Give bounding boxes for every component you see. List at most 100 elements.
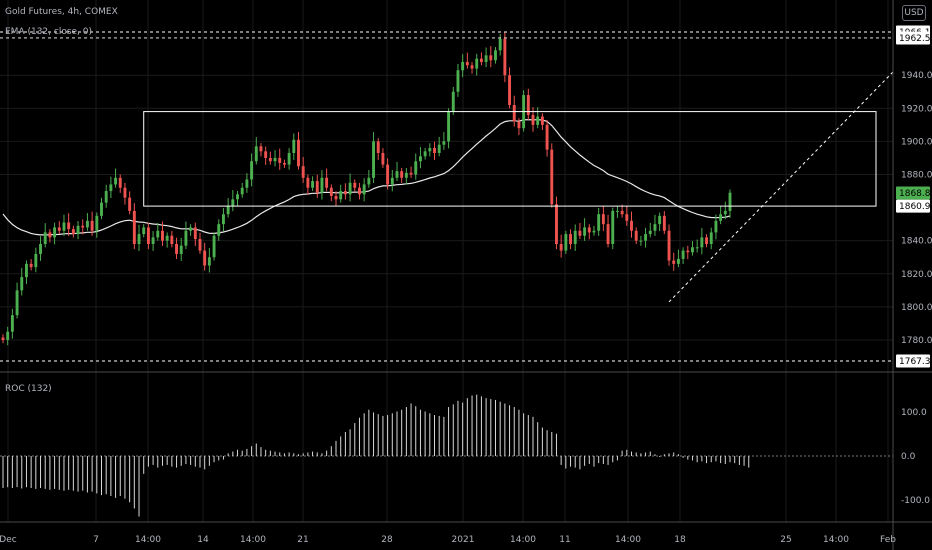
candle-body	[536, 116, 540, 125]
candle-body	[179, 245, 183, 254]
price-tag-box	[896, 354, 930, 368]
candle-body	[57, 227, 61, 231]
candle-body	[43, 232, 47, 244]
time-tick-label: 11	[559, 535, 570, 545]
candle-body	[550, 149, 554, 205]
candle-body	[372, 141, 375, 178]
price-tick-label: 1820.0	[901, 270, 932, 280]
time-tick-label: Dec	[0, 535, 17, 545]
candle-body	[587, 227, 591, 233]
candle-body	[325, 177, 329, 188]
candle-body	[226, 205, 230, 215]
candle-body	[676, 258, 680, 264]
candle-body	[85, 220, 89, 228]
candle-body	[526, 95, 530, 115]
currency-button[interactable]: USD	[902, 5, 926, 21]
candle-body	[470, 65, 474, 69]
candle-body	[630, 220, 633, 231]
price-tick-label: 1940.0	[901, 71, 932, 81]
candle-body	[95, 215, 99, 231]
candle-body	[62, 222, 66, 231]
candle-body	[221, 214, 225, 225]
ema-line	[2, 118, 731, 236]
candle-body	[400, 171, 404, 178]
candle-body	[512, 104, 516, 122]
candle-body	[6, 331, 10, 340]
time-tick-label: 14:00	[615, 535, 641, 545]
time-tick-label: 25	[780, 535, 791, 545]
candle-body	[479, 58, 483, 62]
candle-body	[461, 61, 465, 71]
candle-body	[20, 277, 24, 291]
candle-body	[615, 210, 619, 212]
candle-body	[578, 230, 582, 236]
candle-body	[592, 230, 596, 233]
price-tag-label: 1767.3	[899, 357, 931, 367]
candle-body	[132, 210, 136, 244]
candle-body	[451, 91, 455, 112]
candle-body	[723, 210, 727, 215]
symbol-title: Gold Futures, 4h, COMEX	[5, 7, 118, 17]
roc-tick-label: 100.0	[901, 408, 927, 418]
candle-body	[287, 152, 291, 165]
time-tick-label: 14	[197, 535, 209, 545]
candle-body	[555, 204, 558, 244]
candle-body	[212, 235, 216, 258]
candle-body	[714, 220, 718, 233]
candle-body	[90, 220, 94, 231]
candle-body	[681, 250, 685, 259]
candle-body	[109, 184, 113, 192]
candle-body	[273, 157, 277, 162]
roc-tick-label: -100.0	[901, 496, 930, 506]
candle-body	[268, 157, 272, 162]
candle-body	[165, 235, 169, 241]
candle-body	[217, 224, 221, 236]
price-tag-label: 1860.9	[899, 202, 931, 212]
candle-body	[198, 239, 202, 251]
time-tick-label: 14:00	[135, 535, 161, 545]
candle-body	[705, 237, 709, 244]
candle-body	[658, 215, 662, 225]
candle-body	[353, 182, 357, 188]
candle-body	[559, 243, 563, 251]
candle-body	[700, 237, 704, 248]
candle-body	[639, 240, 643, 242]
candle-body	[259, 146, 263, 152]
time-tick-label: 18	[674, 535, 686, 545]
grid-lines	[0, 0, 893, 522]
candle-body	[100, 202, 103, 216]
roc-legend: ROC (132)	[5, 384, 52, 394]
candle-body	[648, 230, 652, 235]
candle-body	[390, 177, 394, 185]
candle-body	[433, 148, 436, 153]
candle-body	[320, 177, 324, 193]
ema-polyline	[2, 118, 731, 236]
time-tick-label: 7	[93, 535, 99, 545]
candle-body	[367, 177, 371, 185]
roc-tick-label: 0.0	[901, 452, 916, 462]
candle-body	[339, 191, 343, 200]
candle-body	[348, 182, 352, 195]
price-tick-label: 1800.0	[901, 303, 932, 313]
candle-body	[494, 50, 497, 61]
candle-body	[151, 237, 155, 244]
time-tick-label: 14:00	[823, 535, 849, 545]
candle-body	[662, 215, 666, 231]
candle-body	[625, 214, 629, 221]
candle-body	[53, 227, 57, 238]
candle-body	[161, 230, 164, 241]
candle-body	[189, 227, 193, 231]
candle-body	[282, 162, 286, 165]
candle-body	[686, 250, 690, 253]
time-tick-label: 28	[381, 535, 393, 545]
candle-body	[118, 177, 122, 188]
candle-body	[29, 263, 33, 268]
candle-body	[418, 156, 422, 162]
candle-body	[719, 214, 723, 221]
candle-body	[695, 247, 699, 249]
candle-body	[254, 146, 258, 162]
candle-body	[583, 227, 587, 236]
candle-body	[381, 152, 385, 165]
